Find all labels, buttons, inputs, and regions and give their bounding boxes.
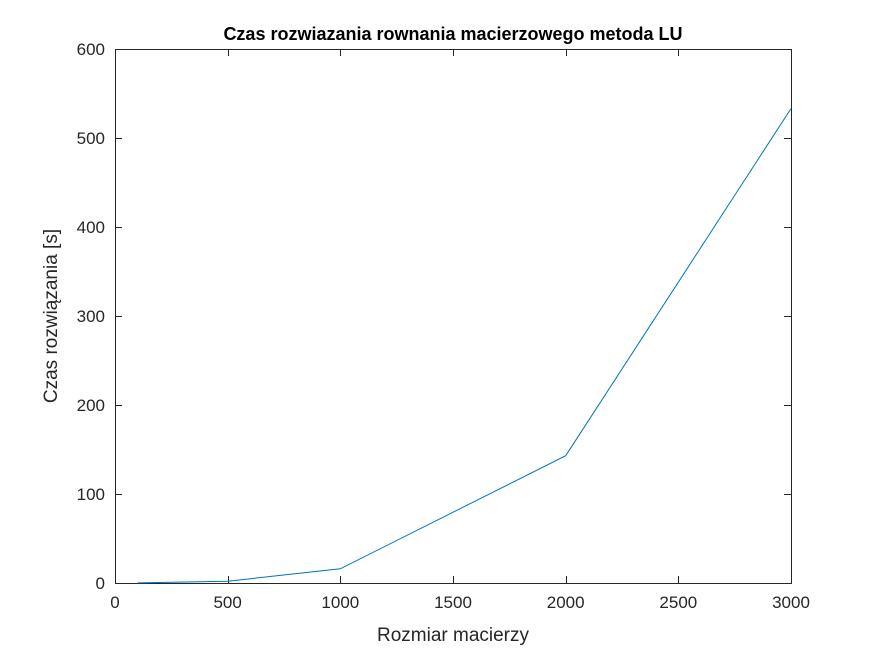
x-tick-label: 1000: [321, 593, 359, 612]
axes-frame: [115, 49, 792, 584]
y-tick-label: 500: [77, 129, 105, 148]
y-tick-label: 100: [77, 485, 105, 504]
x-axis: 0 500 1000 1500 2000 2500 3000: [110, 49, 810, 612]
x-tick-label: 3000: [772, 593, 810, 612]
x-tick-label: 500: [213, 593, 241, 612]
x-tick-label: 1500: [434, 593, 472, 612]
y-tick-label: 600: [77, 40, 105, 59]
x-tick-label: 2000: [547, 593, 585, 612]
x-tick-label: 2500: [659, 593, 697, 612]
series-line-0: [137, 108, 792, 584]
y-axis: 0 100 200 300 400 500 600: [77, 40, 791, 593]
chart-title: Czas rozwiazania rownania macierzowego m…: [223, 24, 682, 44]
y-axis-label: Czas rozwiązania [s]: [41, 229, 62, 403]
y-tick-label: 0: [96, 574, 105, 593]
y-tick-label: 400: [77, 218, 105, 237]
plot-area: 0 500 1000 1500 2000 2500 3000 0 100 200 300 400 50…: [77, 40, 810, 612]
x-tick-label: 0: [110, 593, 119, 612]
x-axis-label: Rozmiar macierzy: [377, 625, 530, 646]
series-layer: [137, 108, 792, 584]
y-tick-label: 300: [77, 307, 105, 326]
y-tick-label: 200: [77, 396, 105, 415]
